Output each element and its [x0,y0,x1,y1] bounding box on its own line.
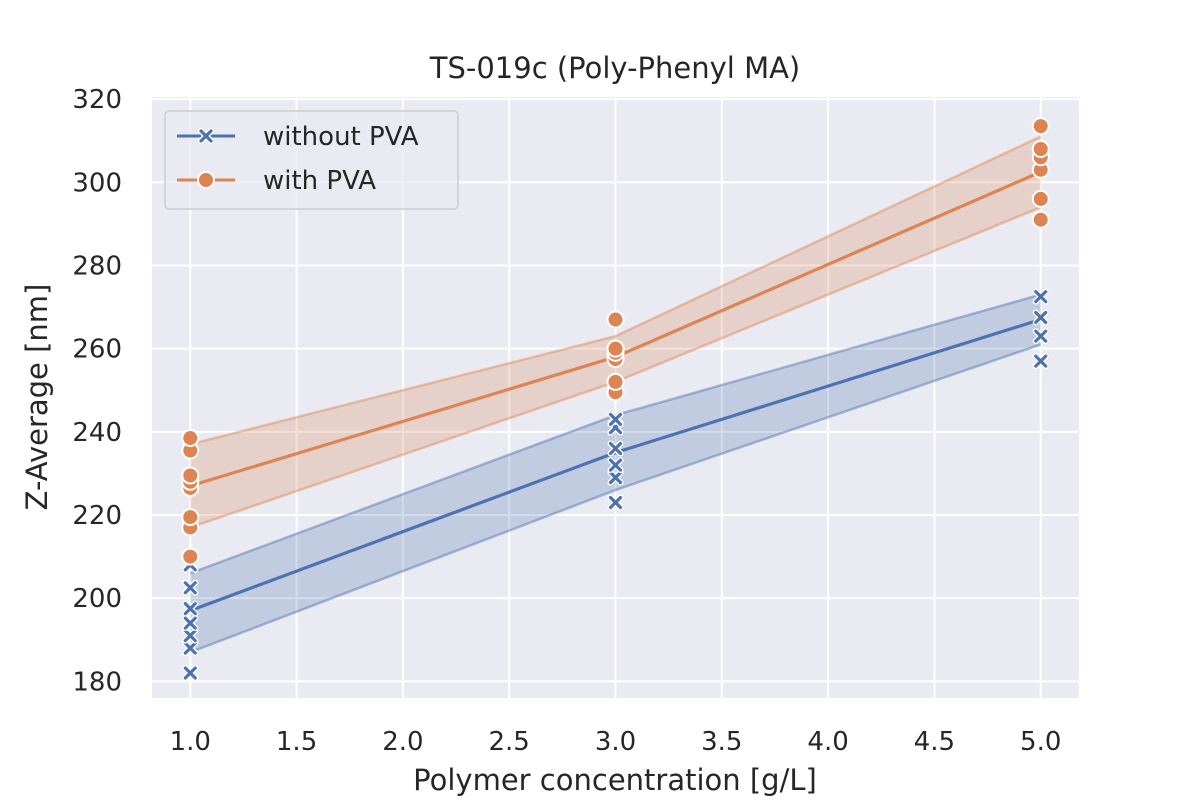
data-point-mark [183,601,197,616]
data-point-mark [1034,310,1048,325]
y-axis-label: Z-Average [nm] [20,284,54,511]
x-axis-label: Polymer concentration [g/L] [413,763,817,797]
y-tick-label: 200 [72,584,122,614]
legend-box [164,110,459,210]
data-point-mark [1034,329,1048,343]
ci-upper-edge [189,135,1042,446]
x-tick-label: 5.0 [1020,727,1061,757]
data-point [606,310,625,329]
y-tick-label: 180 [72,667,122,697]
data-point [181,429,200,448]
x-tick-label: 1.0 [170,727,211,757]
x-tick-labels: 1.0 1.5 2.0 2.5 3.0 3.5 4.0 4.5 5.0 [170,727,1062,757]
y-tick-label: 300 [72,168,122,198]
data-point [181,466,200,485]
data-point-mark [608,495,623,510]
data-point [607,411,624,428]
data-point [606,372,625,391]
data-point-mark [183,666,197,680]
chart-title: TS-019c (Poly-Phenyl MA) [429,51,801,85]
data-point [607,440,624,457]
data-point [1031,210,1050,229]
data-point [607,494,624,511]
x-tick-label: 2.0 [382,727,423,757]
ci-band [190,136,1041,528]
ci-lower-edge [189,343,1042,654]
x-tick-label: 2.5 [489,727,530,757]
data-point [1031,139,1050,158]
x-tick-label: 3.5 [701,727,742,757]
data-point [1032,309,1049,326]
x-tick-label: 4.0 [807,727,848,757]
legend-label-with-pva: with PVA [263,166,376,196]
data-point [182,579,199,596]
y-tick-label: 320 [72,85,122,115]
y-tick-label: 220 [72,501,122,531]
data-point [607,469,624,486]
data-points [181,117,1050,682]
data-point-mark [1034,354,1048,368]
data-point [1032,328,1049,345]
legend-x-marker-icon [198,128,214,144]
data-point [181,547,200,566]
data-point [182,615,199,632]
data-point-mark [183,629,197,643]
data-point-mark [608,470,623,485]
data-point-mark [183,616,197,630]
data-point [182,600,199,617]
x-tick-label: 4.5 [914,727,955,757]
x-tick-label: 1.5 [276,727,317,757]
y-tick-label: 280 [72,251,122,281]
data-point [1031,189,1050,208]
legend-label-without-pva: without PVA [263,122,419,152]
data-point [1032,288,1049,305]
data-point-mark [183,581,197,595]
y-tick-labels: 180 200 220 240 260 280 300 320 [72,85,122,697]
data-point-mark [608,458,623,472]
data-point [181,508,200,527]
legend-circle-marker-icon [197,171,215,189]
y-tick-label: 260 [72,335,122,365]
y-tick-label: 240 [72,418,122,448]
data-point-mark [608,441,623,456]
data-point [182,640,199,657]
data-point [182,665,199,682]
data-point [606,339,625,358]
x-tick-label: 3.0 [595,727,636,757]
data-point-mark [608,412,623,426]
data-point [182,627,199,644]
data-point [607,457,624,474]
data-point [1032,353,1049,370]
data-point [1031,117,1050,136]
legend: without PVA with PVA [164,110,459,210]
data-point-mark [183,641,197,655]
data-point-mark [1034,290,1048,304]
